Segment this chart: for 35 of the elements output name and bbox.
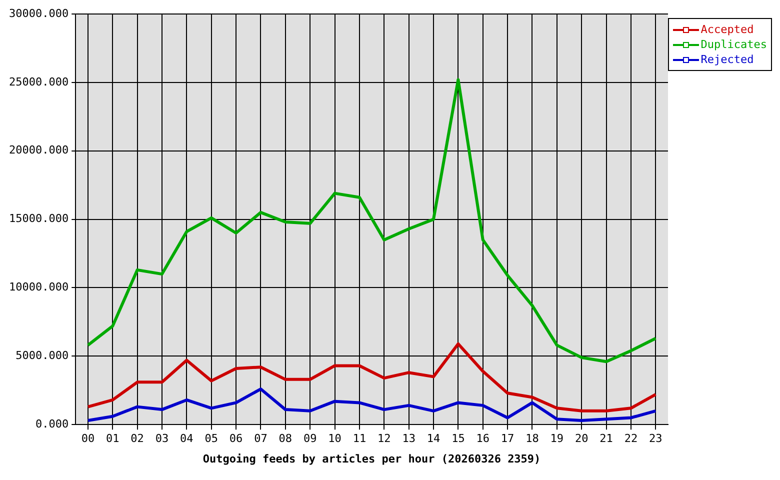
x-tick-label: 02 — [130, 432, 144, 446]
y-tick-label: 15000.000 — [8, 212, 69, 226]
x-tick-label: 06 — [229, 432, 243, 446]
x-tick-label: 16 — [476, 432, 490, 446]
x-tick-label: 15 — [452, 432, 465, 446]
y-tick-label: 5000.000 — [16, 349, 69, 362]
x-tick-label: 08 — [278, 432, 292, 446]
y-tick-label: 20000.000 — [8, 144, 69, 157]
x-tick-label: 07 — [254, 432, 268, 446]
legend-label: Rejected — [700, 52, 754, 67]
x-tick-label: 12 — [378, 432, 391, 446]
x-tick-label: 19 — [550, 432, 564, 446]
legend-label: Accepted — [700, 22, 754, 37]
x-tick-label: 04 — [180, 432, 194, 446]
y-tick-label: 30000.000 — [8, 6, 69, 20]
x-tick-label: 22 — [624, 432, 638, 446]
x-tick-label: 01 — [106, 432, 120, 446]
x-tick-label: 00 — [81, 432, 95, 446]
y-tick-label: 0.000 — [35, 417, 69, 430]
x-tick-label: 11 — [352, 432, 366, 446]
legend-label: Duplicates — [700, 37, 767, 52]
x-tick-label: 14 — [426, 432, 441, 446]
x-tick-label: 20 — [574, 432, 588, 446]
x-tick-label: 05 — [204, 432, 218, 446]
x-axis-title: Outgoing feeds by articles per hour (20260326 2359) — [202, 452, 541, 466]
x-tick-label: 09 — [303, 432, 317, 446]
y-tick-label: 25000.000 — [8, 75, 69, 88]
y-tick-label: 10000.000 — [8, 280, 69, 294]
x-tick-label: 03 — [155, 432, 169, 446]
x-tick-label: 10 — [328, 432, 342, 446]
x-tick-label: 17 — [500, 432, 514, 446]
x-tick-label: 18 — [526, 432, 539, 446]
x-tick-label: 21 — [600, 432, 613, 446]
x-tick-label: 13 — [402, 432, 416, 446]
x-tick-label: 23 — [649, 432, 662, 446]
